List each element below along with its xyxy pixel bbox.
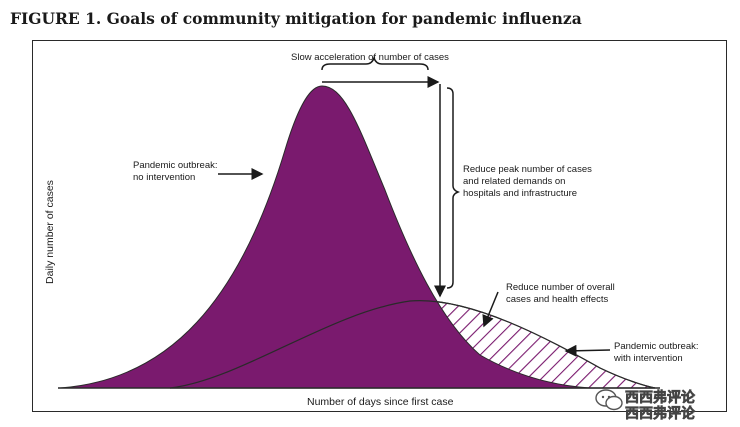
diagram-frame: [32, 40, 727, 412]
peak-reduction-bracket: [446, 87, 461, 289]
reduce-overall-line2: cases and health effects: [506, 294, 609, 305]
no-intervention-line1: Pandemic outbreak:: [133, 160, 218, 171]
reduce-peak-line1: Reduce peak number of cases: [463, 164, 592, 175]
with-intervention-pointer: [564, 344, 611, 357]
with-intervention-label: Pandemic outbreak: with intervention: [614, 341, 699, 365]
x-axis-label: Number of days since first case: [307, 396, 454, 408]
reduce-peak-line3: hospitals and infrastructure: [463, 188, 578, 199]
reduce-overall-line1: Reduce number of overall: [506, 282, 615, 293]
no-intervention-curve: [59, 85, 591, 389]
reduce-overall-label: Reduce number of overall cases and healt…: [506, 282, 615, 306]
with-intervention-line1: Pandemic outbreak:: [614, 341, 699, 352]
watermark-text: 西西弗评论: [625, 389, 696, 406]
slow-acceleration-brace: [321, 55, 429, 71]
figure-title: FIGURE 1. Goals of community mitigation …: [10, 9, 582, 28]
with-intervention-line2: with intervention: [614, 353, 683, 364]
no-intervention-label: Pandemic outbreak: no intervention: [133, 160, 218, 184]
no-intervention-line2: no intervention: [133, 172, 196, 183]
watermark-text-shadow: 西西弗评论: [625, 405, 696, 422]
chat-bubble-icon: [595, 389, 623, 411]
y-axis-label: Daily number of cases: [44, 180, 56, 284]
watermark: 西西弗评论 西西弗评论: [595, 384, 735, 424]
slow-acceleration-label: Slow acceleration of number of cases: [291, 52, 449, 63]
reduce-peak-label: Reduce peak number of cases and related …: [463, 164, 592, 200]
overall-reduction-pointer: [482, 291, 499, 328]
with-intervention-outline: [169, 300, 656, 389]
reduce-peak-line2: and related demands on: [463, 176, 566, 187]
